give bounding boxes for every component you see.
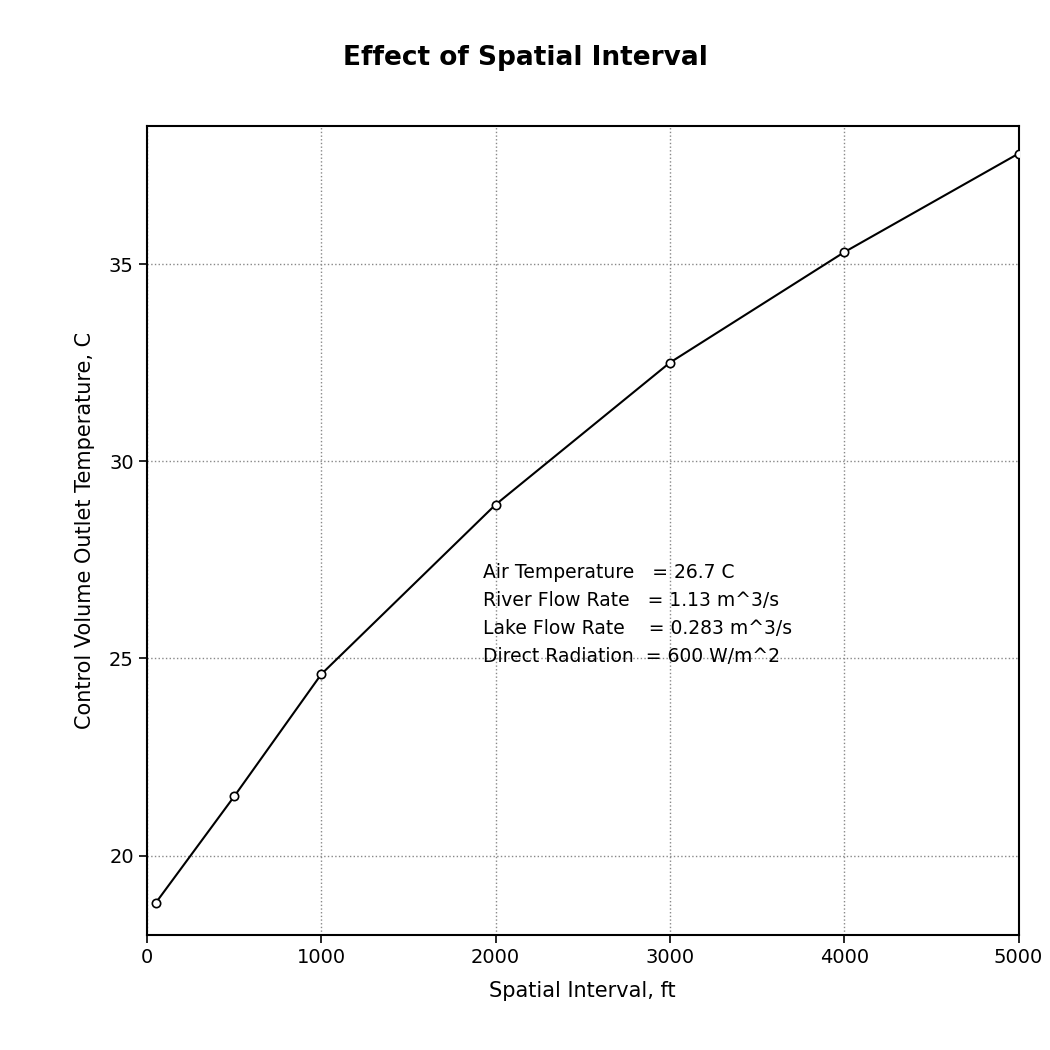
Text: Effect of Spatial Interval: Effect of Spatial Interval	[342, 45, 708, 70]
X-axis label: Spatial Interval, ft: Spatial Interval, ft	[489, 981, 676, 1001]
Text: Air Temperature   = 26.7 C
River Flow Rate   = 1.13 m^3/s
Lake Flow Rate    = 0.: Air Temperature = 26.7 C River Flow Rate…	[483, 563, 792, 666]
Y-axis label: Control Volume Outlet Temperature, C: Control Volume Outlet Temperature, C	[75, 332, 96, 729]
